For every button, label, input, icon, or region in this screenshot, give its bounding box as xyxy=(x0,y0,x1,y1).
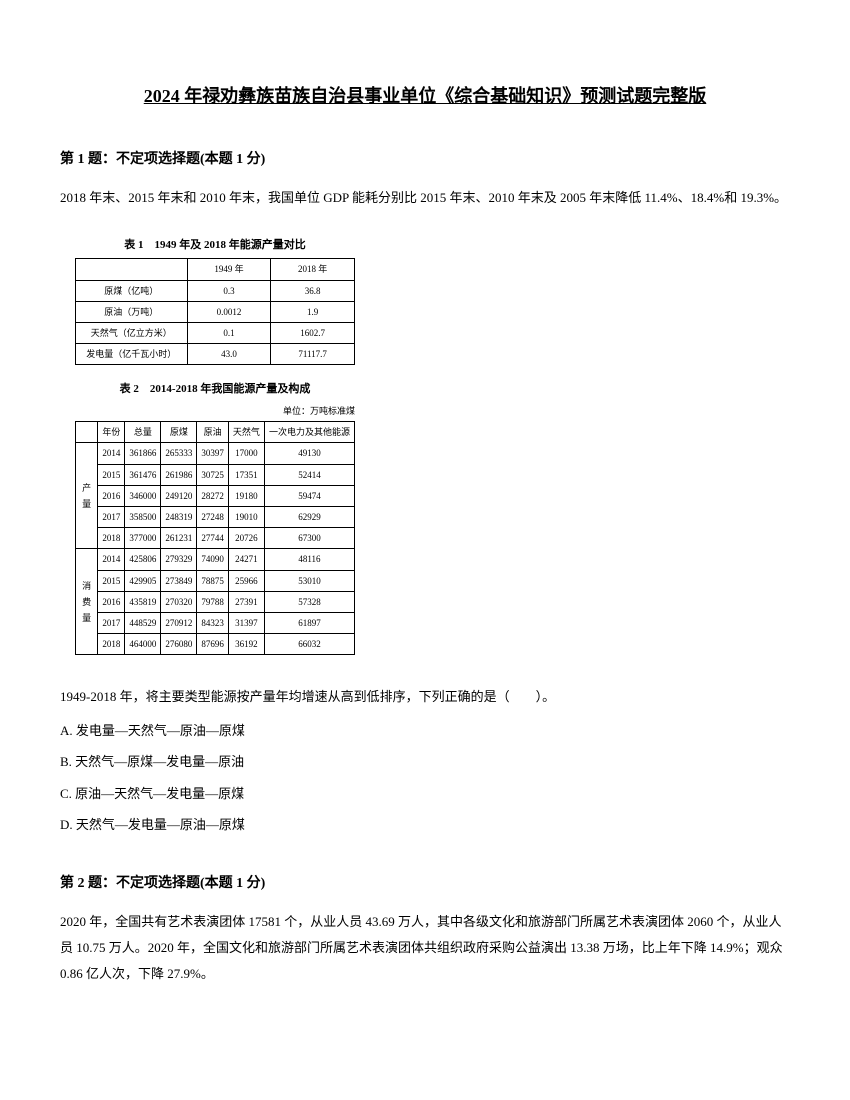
table-row: 1949 年 2018 年 xyxy=(76,259,355,280)
table-row: 产量 2014 361866 265333 30397 17000 49130 xyxy=(76,443,355,464)
option-c: C. 原油—天然气—发电量—原煤 xyxy=(60,782,790,805)
table1: 1949 年 2018 年 原煤（亿吨） 0.3 36.8 原油（万吨） 0.0… xyxy=(75,258,355,365)
table-row: 天然气（亿立方米） 0.1 1602.7 xyxy=(76,322,355,343)
table-row: 2016 346000 249120 28272 19180 59474 xyxy=(76,485,355,506)
table-row: 年份 总量 原煤 原油 天然气 一次电力及其他能源 xyxy=(76,422,355,443)
table2: 年份 总量 原煤 原油 天然气 一次电力及其他能源 产量 2014 361866… xyxy=(75,421,355,655)
q2-header: 第 2 题：不定项选择题(本题 1 分) xyxy=(60,871,790,896)
question-1: 第 1 题：不定项选择题(本题 1 分) 2018 年末、2015 年末和 20… xyxy=(60,147,790,836)
table-row: 2015 429905 273849 78875 25966 53010 xyxy=(76,570,355,591)
question-2: 第 2 题：不定项选择题(本题 1 分) 2020 年，全国共有艺术表演团体 1… xyxy=(60,871,790,986)
table-row: 原煤（亿吨） 0.3 36.8 xyxy=(76,280,355,301)
q1-stem: 1949-2018 年，将主要类型能源按产量年均增速从高到低排序，下列正确的是（… xyxy=(60,685,790,708)
q1-text: 2018 年末、2015 年末和 2010 年末，我国单位 GDP 能耗分别比 … xyxy=(60,185,790,211)
q1-header: 第 1 题：不定项选择题(本题 1 分) xyxy=(60,147,790,172)
table-row: 原油（万吨） 0.0012 1.9 xyxy=(76,301,355,322)
table-row: 2018 464000 276080 87696 36192 66032 xyxy=(76,634,355,655)
option-d: D. 天然气—发电量—原油—原煤 xyxy=(60,813,790,836)
table-section: 表 1 1949 年及 2018 年能源产量对比 1949 年 2018 年 原… xyxy=(75,236,790,656)
table-row: 2017 358500 248319 27248 19010 62929 xyxy=(76,507,355,528)
option-a: A. 发电量—天然气—原油—原煤 xyxy=(60,719,790,742)
option-b: B. 天然气—原煤—发电量—原油 xyxy=(60,750,790,773)
table2-unit: 单位：万吨标准煤 xyxy=(75,403,355,419)
table2-title: 表 2 2014-2018 年我国能源产量及构成 xyxy=(75,380,355,400)
table-row: 2016 435819 270320 79788 27391 57328 xyxy=(76,591,355,612)
q2-text: 2020 年，全国共有艺术表演团体 17581 个，从业人员 43.69 万人，… xyxy=(60,909,790,987)
table1-title: 表 1 1949 年及 2018 年能源产量对比 xyxy=(75,236,355,256)
table-row: 2018 377000 261231 27744 20726 67300 xyxy=(76,528,355,549)
table-row: 2017 448529 270912 84323 31397 61897 xyxy=(76,612,355,633)
page-title: 2024 年禄劝彝族苗族自治县事业单位《综合基础知识》预测试题完整版 xyxy=(60,80,790,112)
table-row: 发电量（亿千瓦小时） 43.0 71117.7 xyxy=(76,344,355,365)
table-row: 消费量 2014 425806 279329 74090 24271 48116 xyxy=(76,549,355,570)
table-row: 2015 361476 261986 30725 17351 52414 xyxy=(76,464,355,485)
